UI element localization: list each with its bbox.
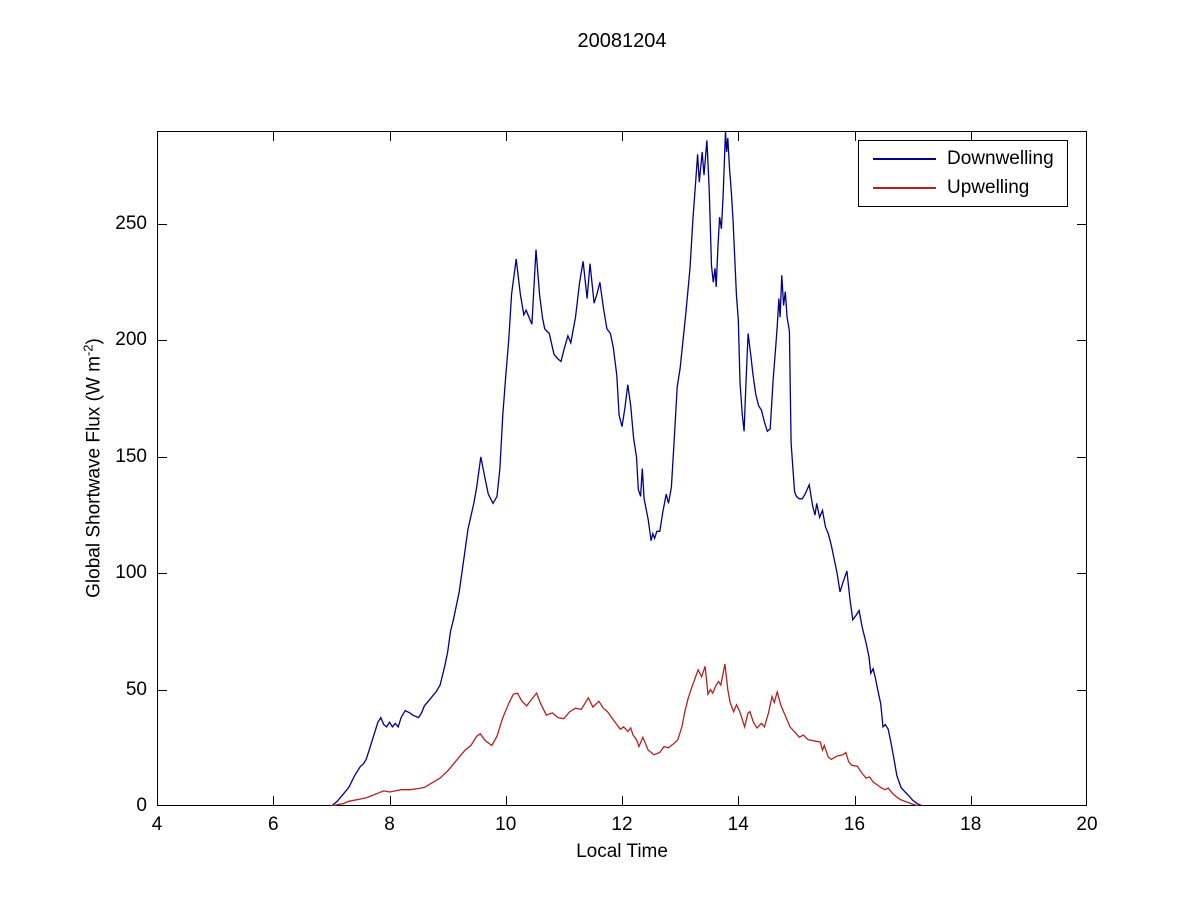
x-tick-label: 14 — [727, 814, 749, 835]
upwelling-series-line — [331, 663, 919, 806]
x-tick-label: 10 — [495, 814, 517, 835]
legend-label-upwelling: Upwelling — [947, 177, 1030, 198]
x-tick-label: 12 — [611, 814, 633, 835]
plot-area: Downwelling Upwelling — [157, 131, 1087, 806]
chart-title: 20081204 — [577, 30, 667, 52]
x-tick-label: 18 — [960, 814, 982, 835]
legend: Downwelling Upwelling — [858, 140, 1068, 207]
y-tick-label: 200 — [115, 329, 147, 351]
y-tick-label: 50 — [125, 678, 147, 700]
legend-label-downwelling: Downwelling — [947, 148, 1054, 169]
axes-box — [157, 131, 1087, 806]
y-tick-label: 0 — [136, 795, 147, 816]
x-tick-label: 8 — [384, 814, 395, 835]
legend-item-upwelling: Upwelling — [859, 177, 1067, 198]
legend-item-downwelling: Downwelling — [859, 148, 1067, 169]
x-axis-label: Local Time — [576, 841, 668, 862]
y-tick-label: 100 — [115, 562, 147, 584]
downwelling-line-swatch — [873, 158, 936, 160]
y-axis-label: Global Shortwave Flux (W m-2) — [80, 338, 105, 598]
x-tick-label: 16 — [843, 814, 866, 835]
y-tick-label: 250 — [115, 213, 147, 235]
x-tick-label: 20 — [1076, 814, 1098, 835]
x-tick-label: 4 — [151, 814, 163, 835]
y-tick-label: 150 — [115, 445, 147, 467]
upwelling-line-swatch — [873, 187, 936, 189]
x-tick-label: 6 — [267, 814, 279, 835]
plot-canvas — [157, 131, 1087, 806]
downwelling-series-line — [330, 131, 923, 806]
